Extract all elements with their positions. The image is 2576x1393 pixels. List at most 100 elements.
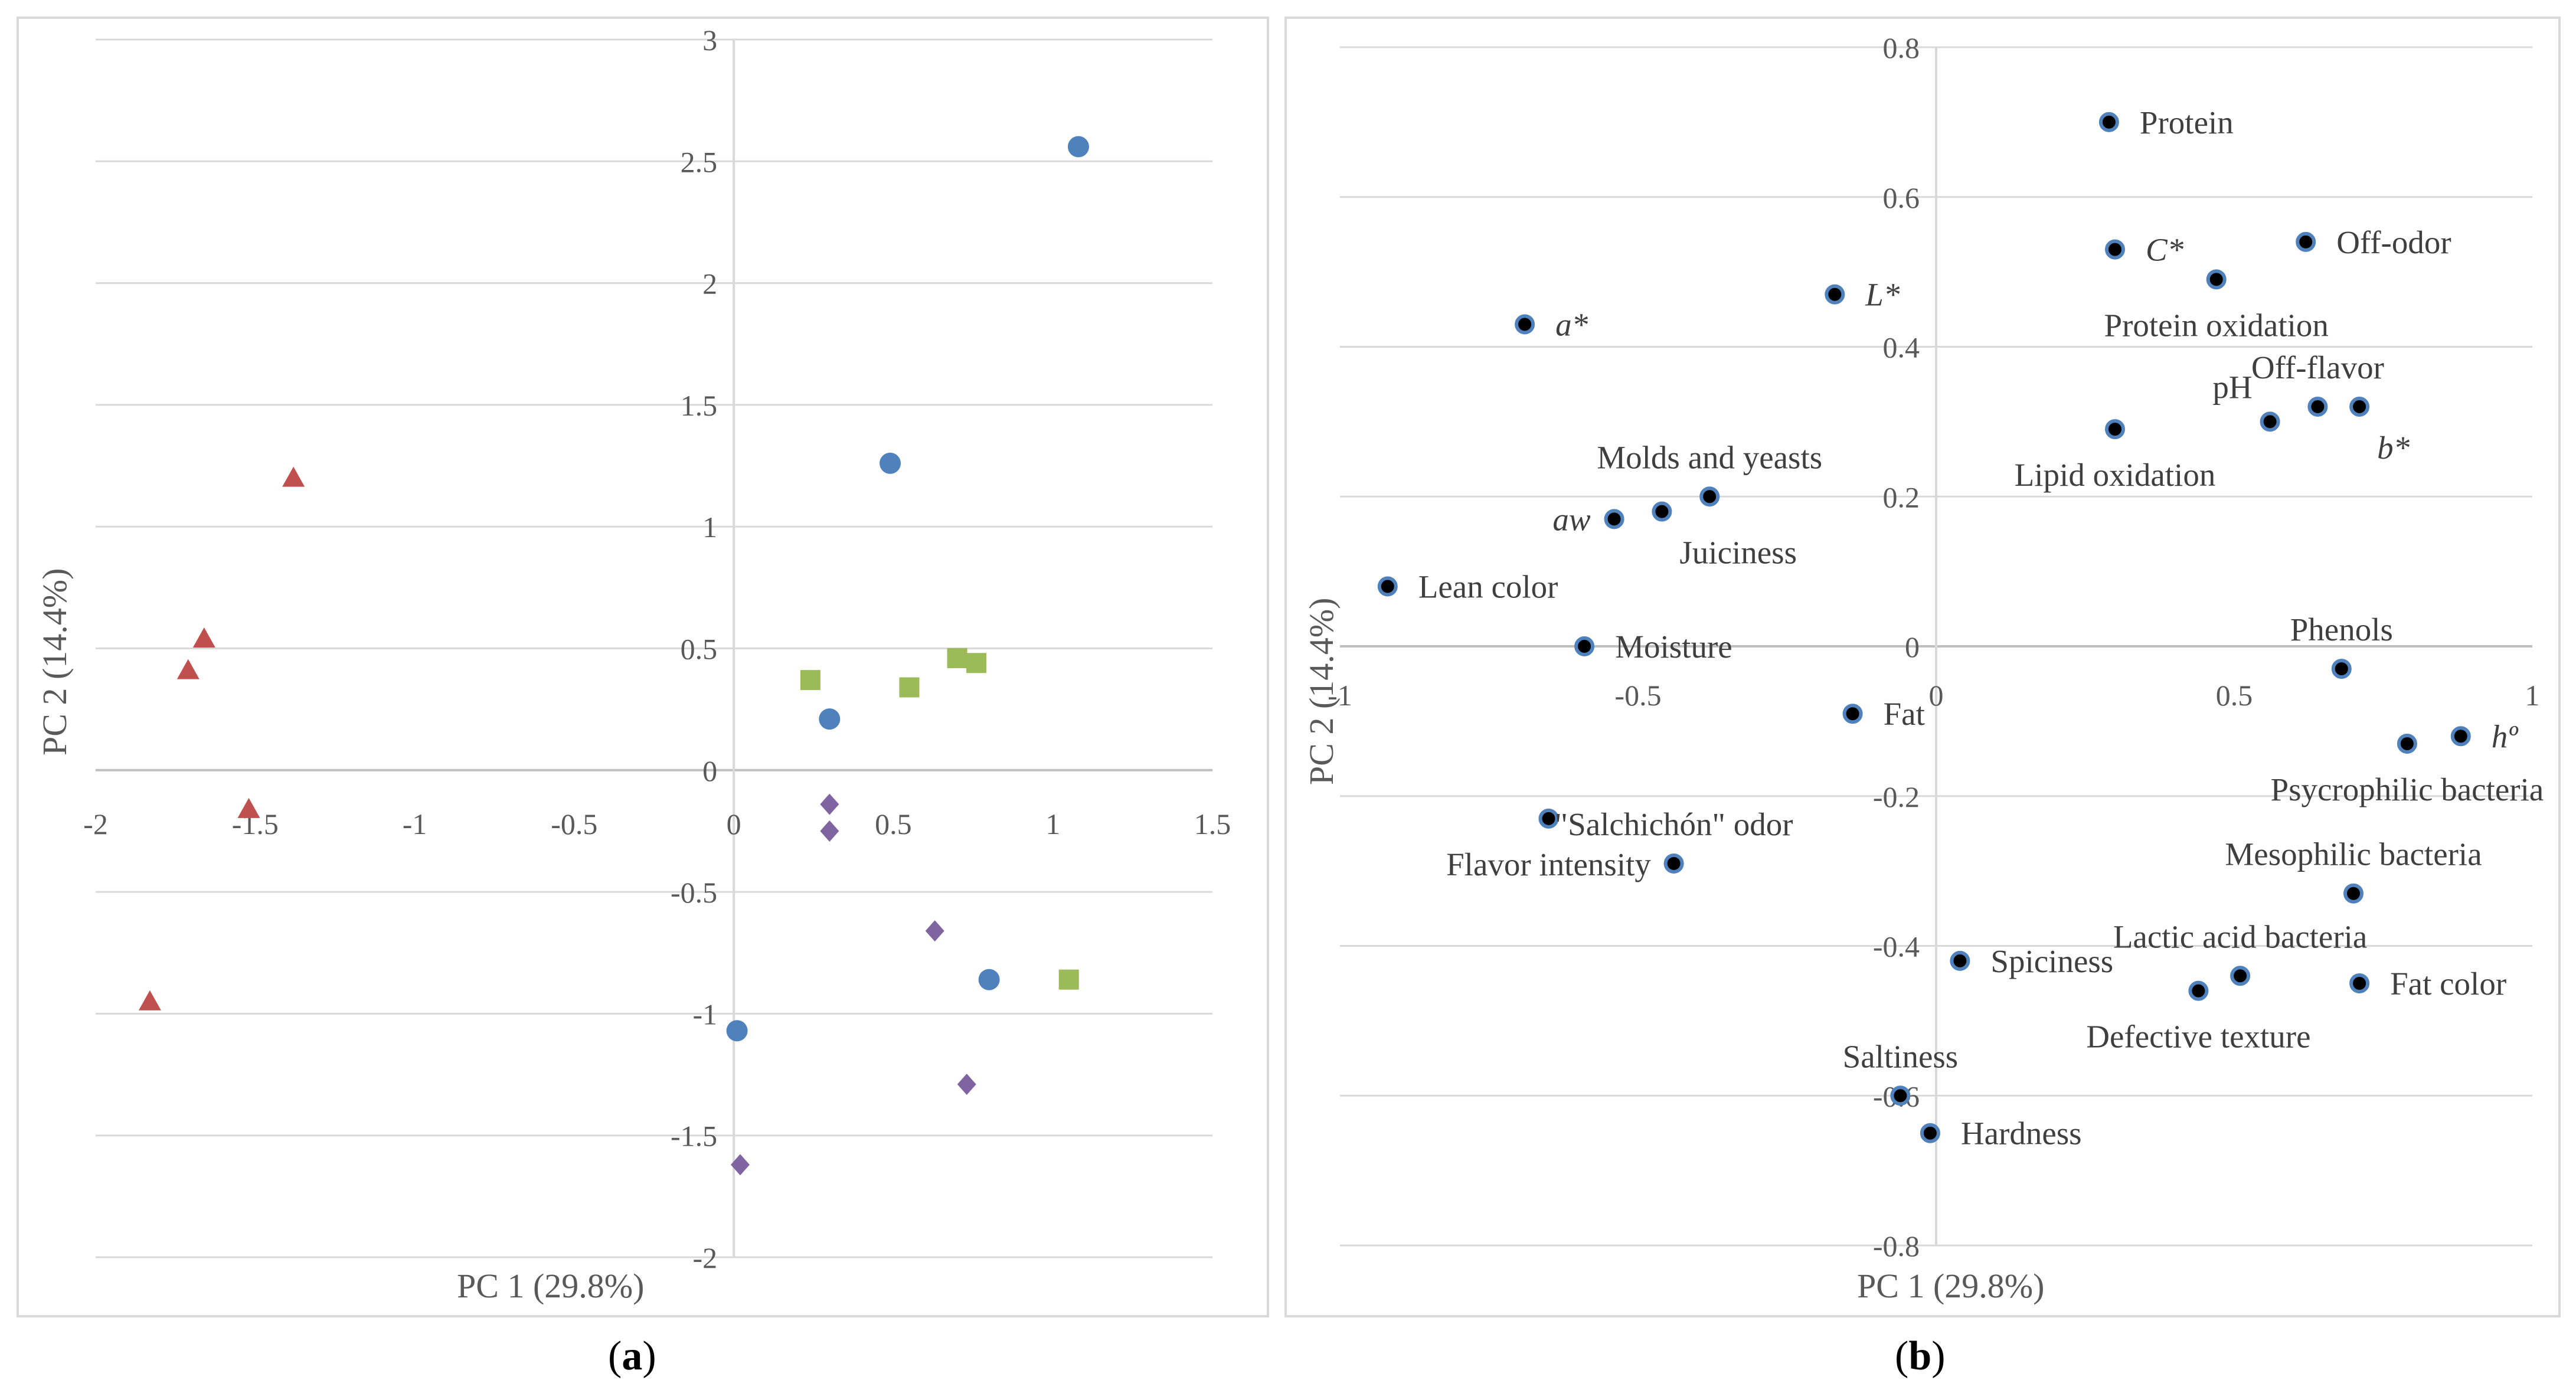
panel-b-c-label: C* [2146,232,2184,268]
panel-a-gridlines [96,38,1212,1258]
panel-a-point-circles-4 [978,969,1000,990]
panel-b-y-tick-0-2: 0.2 [1883,480,1920,514]
panel-b-molds-and-yeasts-label: Molds and yeasts [1597,439,1822,475]
panel-b-psycrophilic-bacteria-label: Psycrophilic bacteria [2271,771,2544,807]
panel-b-fat-color-point [2349,973,2370,993]
panel-b-protein-point [2098,112,2119,132]
panel-b-l-point [1825,284,1845,305]
panel-a-point-squares-4 [966,653,986,673]
panel-a-point-triangles-4 [237,797,260,818]
panel-b-l-label: L* [1865,277,1900,313]
panel-b-mesophilic-bacteria-point [2343,883,2363,904]
panel-a-point-triangles-5 [138,990,161,1011]
panel-b-y-tick-0: 0 [1905,630,1920,663]
panel-b-y-axis-title: PC 2 (14.4%) [1302,598,1341,785]
panel-b-ph-label: pH [2212,369,2252,405]
panel-a-caption-letter: a [622,1333,642,1379]
panel-a-x-tick-1: -1 [403,807,427,841]
panel-b-phenols-point [2331,659,2352,679]
panel-b-psycrophilic-bacteria-point [2397,733,2417,754]
panel-b-off-odor-label: Off-odor [2336,224,2451,260]
panel-a-point-triangles-2 [192,627,215,648]
panel-b-frame [1284,17,2561,1317]
panel-a-point-diamonds-2 [820,820,839,842]
panel-b-data-points [1377,112,2471,1143]
panel-a-x-tick-2: -2 [83,807,108,841]
panel-b-fat-label: Fat [1884,696,1925,732]
panel-b-variable-labels: Protein C* Off-odor Protein oxidation L* a* Of… [1418,104,2544,1152]
panel-b-x-tick-0-5: -0.5 [1614,679,1661,712]
panel-a-frame [17,17,1269,1317]
panel-a-x-tick-1: 1 [1045,807,1060,841]
panel-b-saltiness-point [1890,1085,1911,1106]
panel-a-y-tick-0: 0 [702,754,717,787]
panel-b-a-label: a* [1555,306,1588,342]
panel-a-y-tick-1-5: 1.5 [681,389,718,422]
panel-a-point-squares-5 [1058,969,1079,990]
panel-a-x-tick-1-5: 1.5 [1194,807,1231,841]
panel-b-hardness-point [1920,1123,1940,1143]
panel-a-y-tick-2: 2 [702,267,717,300]
panel-b-x-tick-0-5: 0.5 [2216,679,2253,712]
panel-b-lean-color-point [1377,576,1398,597]
panel-a-y-tick-2-5: 2.5 [681,145,718,178]
panel-b-defective-texture-point [2188,980,2209,1001]
panel-b-x-axis-title: PC 1 (29.8%) [1857,1267,2044,1305]
panel-b-y-tick-0-4: 0.4 [1883,331,1920,364]
panel-b-protein-oxidation-label: Protein oxidation [2104,307,2329,343]
panel-b-x-tick-1: -1 [1328,679,1352,712]
panel-b-a-point [1515,314,1535,335]
panel-b-spiciness-label: Spiciness [1990,943,2113,979]
panel-b-lean-color-label: Lean color [1418,569,1558,605]
panel-b-b-point [2349,397,2370,417]
panel-b-lactic-acid-bacteria-point [2230,966,2251,986]
panel-a-point-circles-1 [1067,136,1089,158]
panel-a-axes [96,40,1212,1257]
panel-b-x-tick-0: 0 [1929,679,1944,712]
panel-a-y-tick-0-5: -0.5 [671,876,717,909]
panel-b-spiciness-point [1950,950,1970,971]
panel-a-score-plot: -2 -1.5 -1 -0.5 0 0.5 1 1.5 -2 -1.5 -1 -0.5 0 0.5 1 1.… [17,17,1269,1317]
panel-b-aw-point [1604,509,1624,529]
panel-b-flavor-intensity-point [1538,808,1559,829]
panel-b-h-label: hº [2492,718,2519,754]
panel-a-caption: (a) [608,1333,656,1379]
panel-b-fat-color-label: Fat color [2390,966,2506,1002]
panel-a-point-diamonds-4 [957,1074,976,1096]
panel-b-juiciness-point [1652,501,1672,522]
panel-a-y-tick-3: 3 [702,24,717,57]
panel-b-salchich-n-odor-point [1663,853,1684,874]
panel-b-c-point [2105,239,2125,260]
panel-b-lipid-oxidation-point [2105,419,2125,440]
panel-b-off-flavor-point [2307,397,2328,417]
panel-a-y-tick-labels: -2 -1.5 -1 -0.5 0 0.5 1 1.5 2 2.5 3 [671,24,717,1274]
panel-b-defective-texture-label: Defective texture [2086,1019,2310,1055]
panel-b-h-point [2450,726,2471,747]
panel-a-y-tick-1: 1 [702,511,717,544]
panel-b-caption: (b) [1895,1333,1946,1379]
panel-b-b-label: b* [2377,430,2410,466]
panel-a-point-diamonds-3 [925,920,944,942]
panel-a-y-axis-title: PC 2 (14.4%) [35,568,74,756]
panel-b-off-odor-point [2296,231,2316,252]
panel-a-x-tick-0: 0 [727,807,741,841]
panel-a-point-circles-3 [819,708,841,730]
panel-b-molds-and-yeasts-point [1699,486,1720,507]
panel-a-x-axis-title: PC 1 (29.8%) [457,1267,644,1305]
panel-b-juiciness-label: Juiciness [1679,535,1797,571]
panel-b-caption-letter: b [1908,1333,1931,1379]
panel-b-y-tick-0-2: -0.2 [1873,780,1920,813]
panel-a-data-points [138,136,1089,1176]
panel-a-point-triangles-3 [176,659,200,679]
panel-b-protein-oxidation-point [2206,269,2227,290]
panel-b-y-tick-0-4: -0.4 [1873,930,1920,963]
panel-b-phenols-label: Phenols [2290,612,2393,648]
panel-b-moisture-point [1574,636,1595,656]
panel-a-point-circles-5 [726,1020,748,1042]
panel-b-saltiness-label: Saltiness [1843,1038,1959,1074]
panel-b-moisture-label: Moisture [1615,629,1732,665]
panel-a-y-tick-2: -2 [692,1241,717,1274]
panel-a-point-diamonds-1 [820,793,839,815]
panel-b-mesophilic-bacteria-label: Mesophilic bacteria [2225,836,2482,872]
